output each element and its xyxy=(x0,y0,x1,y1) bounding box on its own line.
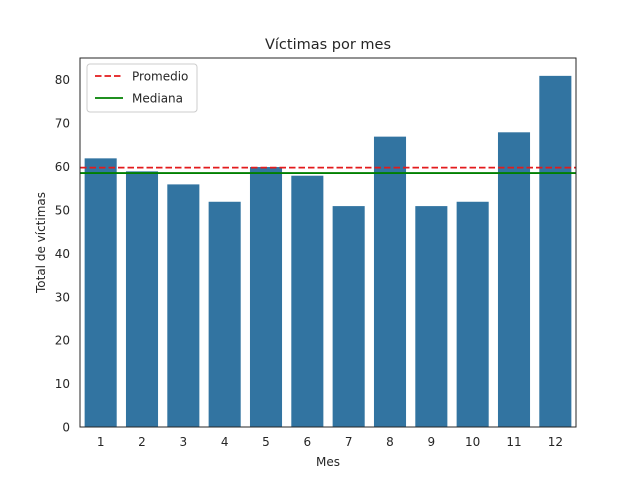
y-tick-label: 50 xyxy=(55,203,70,217)
x-tick-label: 8 xyxy=(386,435,394,449)
bar-10 xyxy=(455,200,490,428)
y-tick-label: 0 xyxy=(62,421,70,435)
x-tick-label: 11 xyxy=(506,435,521,449)
x-tick-label: 3 xyxy=(180,435,188,449)
bar-1 xyxy=(83,157,118,428)
bar-9 xyxy=(414,205,449,428)
legend: Promedio Mediana xyxy=(86,63,198,113)
bar-4 xyxy=(207,200,242,428)
bar-12 xyxy=(538,74,573,428)
y-tick-label: 60 xyxy=(55,160,70,174)
bar-3 xyxy=(166,183,201,428)
bar-6 xyxy=(290,174,325,428)
y-tick-label: 70 xyxy=(55,117,70,131)
bar-7 xyxy=(331,205,366,428)
y-tick-label: 10 xyxy=(55,377,70,391)
legend-label-promedio: Promedio xyxy=(132,70,188,84)
x-tick-label: 4 xyxy=(221,435,229,449)
bar-5 xyxy=(248,166,284,428)
x-tick-label: 12 xyxy=(548,435,563,449)
x-tick-label: 7 xyxy=(345,435,353,449)
y-axis-title: Total de víctimas xyxy=(34,192,48,294)
bar-2 xyxy=(124,170,160,428)
x-tick-label: 10 xyxy=(465,435,480,449)
y-tick-label: 20 xyxy=(55,334,70,348)
plot-frame xyxy=(79,57,577,428)
bar-8 xyxy=(372,135,408,428)
x-axis-title: Mes xyxy=(316,455,340,469)
y-tick-label: 30 xyxy=(55,290,70,304)
y-tick-label: 80 xyxy=(55,73,70,87)
chart-title: Víctimas por mes xyxy=(265,37,391,53)
x-tick-label: 6 xyxy=(304,435,312,449)
reference-lines-group xyxy=(80,166,576,174)
y-axis-ticks: 0 10 20 30 40 50 60 70 80 xyxy=(55,73,70,434)
x-tick-label: 1 xyxy=(97,435,105,449)
x-tick-label: 9 xyxy=(428,435,436,449)
bars-group xyxy=(83,74,573,428)
x-axis-ticks: 1 2 3 4 5 6 7 8 9 10 11 12 xyxy=(97,435,563,449)
x-tick-label: 2 xyxy=(138,435,146,449)
x-tick-label: 5 xyxy=(262,435,270,449)
legend-label-mediana: Mediana xyxy=(132,92,183,106)
bar-11 xyxy=(496,131,532,428)
y-tick-label: 40 xyxy=(55,247,70,261)
